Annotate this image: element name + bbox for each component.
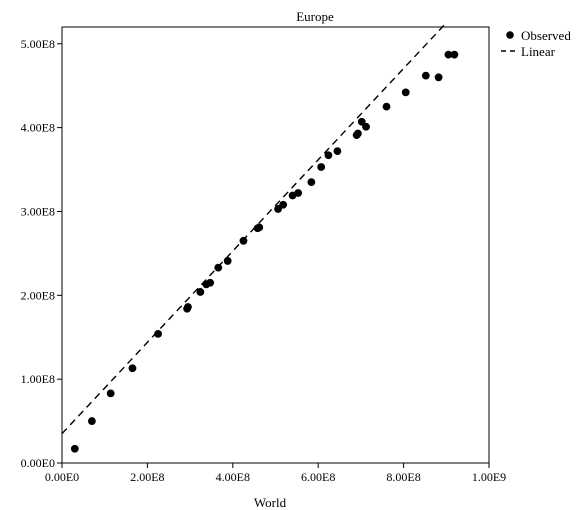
observed-point: [450, 50, 459, 59]
observed-point: [87, 417, 96, 425]
observed-point: [362, 122, 370, 131]
observed-point: [401, 88, 410, 97]
legend: Observed Linear: [501, 28, 571, 59]
y-tick-label: 0.00E0: [21, 456, 55, 470]
observed-point: [184, 303, 192, 311]
observed-point: [444, 50, 453, 59]
observed-point: [214, 263, 223, 272]
y-tick-label: 3.00E8: [21, 204, 55, 218]
x-tick-label: 8.00E8: [386, 470, 420, 484]
x-tick-label: 2.00E8: [130, 470, 164, 484]
observed-point: [106, 389, 115, 398]
observed-point: [434, 73, 443, 82]
observed-point: [279, 200, 288, 209]
observed-point: [354, 129, 362, 138]
observed-point: [206, 278, 215, 287]
observed-point: [255, 223, 264, 232]
legend-observed-marker: [506, 31, 514, 39]
observed-point: [382, 102, 391, 111]
x-tick-label: 1.00E9: [472, 470, 506, 484]
observed-point: [294, 189, 303, 197]
x-axis-title: World: [254, 495, 287, 510]
legend-observed-label: Observed: [521, 28, 571, 43]
observed-point: [70, 444, 79, 453]
observed-point: [154, 329, 162, 338]
observed-point: [239, 236, 248, 245]
x-tick-label: 4.00E8: [216, 470, 250, 484]
observed-point: [333, 147, 342, 155]
observed-point: [324, 151, 333, 160]
y-axis: 0.00E0 1.00E8 2.00E8 3.00E8 4.00E8 5.00E8: [21, 37, 62, 470]
observed-point: [196, 288, 205, 296]
observed-point: [128, 364, 137, 373]
chart-title: Europe: [296, 9, 334, 24]
observed-point: [223, 257, 232, 265]
observed-point: [317, 163, 326, 171]
x-axis: 0.00E0 2.00E8 4.00E8 6.00E8 8.00E8 1.00E9: [45, 463, 506, 484]
observed-points: [70, 50, 459, 453]
x-tick-label: 0.00E0: [45, 470, 79, 484]
legend-linear-label: Linear: [521, 44, 556, 59]
observed-point: [421, 71, 430, 80]
y-tick-label: 5.00E8: [21, 37, 55, 51]
x-tick-label: 6.00E8: [301, 470, 335, 484]
observed-point: [307, 178, 316, 187]
y-tick-label: 4.00E8: [21, 121, 55, 135]
y-tick-label: 1.00E8: [21, 372, 55, 386]
y-tick-label: 2.00E8: [21, 288, 55, 302]
plot-area: [61, 26, 490, 464]
